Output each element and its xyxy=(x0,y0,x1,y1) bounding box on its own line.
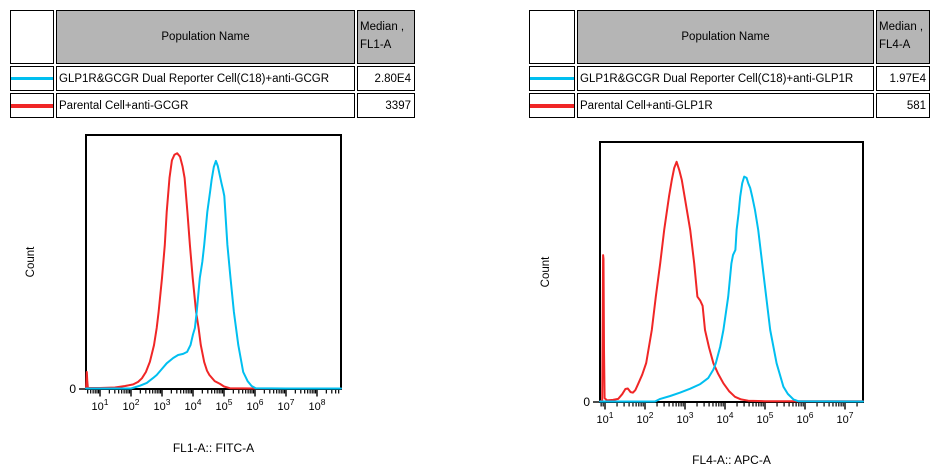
stats-table-panel-fl4: Population Name Median , FL4-A GLP1R&GCG… xyxy=(527,8,932,120)
table-row: Parental Cell+anti-GLP1R 581 xyxy=(529,93,930,118)
x-tick-label: 104 xyxy=(717,410,734,426)
y-axis-title: Count xyxy=(540,256,552,287)
x-tick-label: 101 xyxy=(92,397,109,413)
x-axis-title: FL1-A:: FITC-A xyxy=(173,441,254,455)
swatch-column-header xyxy=(10,10,54,64)
x-tick-label: 103 xyxy=(154,397,171,413)
x-tick-label: 108 xyxy=(309,397,326,413)
x-tick-label: 106 xyxy=(797,410,814,426)
population-name-cell: GLP1R&GCGR Dual Reporter Cell(C18)+anti-… xyxy=(56,66,355,91)
table-header-row: Population Name Median , FL1-A xyxy=(10,10,415,64)
y-axis-title: Count xyxy=(25,246,37,277)
plot-frame xyxy=(85,134,342,390)
legend-swatch xyxy=(11,103,53,108)
median-value-cell: 2.80E4 xyxy=(357,66,415,91)
x-tick-label: 103 xyxy=(677,410,694,426)
median-header-line1: Median , xyxy=(360,21,405,34)
x-tick-label: 107 xyxy=(837,410,854,426)
legend-swatch-cell xyxy=(10,93,54,118)
histogram-curve-parental xyxy=(599,160,864,403)
histogram-curve-parental xyxy=(85,152,342,390)
x-tick-label: 101 xyxy=(597,410,614,426)
x-tick-label: 102 xyxy=(637,410,654,426)
table-row: Parental Cell+anti-GCGR 3397 xyxy=(10,93,415,118)
population-name-cell: Parental Cell+anti-GCGR xyxy=(56,93,355,118)
legend-swatch-cell xyxy=(529,66,575,91)
x-tick-label: 105 xyxy=(216,397,233,413)
x-tick-label: 102 xyxy=(123,397,140,413)
histogram-curve-reporter xyxy=(599,175,864,403)
legend-swatch-cell xyxy=(529,93,575,118)
x-tick-label: 107 xyxy=(278,397,295,413)
legend-swatch xyxy=(530,103,574,108)
x-tick-label: 105 xyxy=(757,410,774,426)
swatch-column-header xyxy=(529,10,575,64)
legend-swatch xyxy=(530,77,574,80)
x-axis-title: FL4-A:: APC-A xyxy=(692,453,771,467)
histogram-curve-reporter xyxy=(85,159,342,390)
median-column-header: Median , FL4-A xyxy=(876,10,930,64)
results-table-fl4: Population Name Median , FL4-A GLP1R&GCG… xyxy=(527,8,932,120)
population-name-cell: Parental Cell+anti-GLP1R xyxy=(577,93,874,118)
x-tick-label: 104 xyxy=(185,397,202,413)
median-header-line1: Median , xyxy=(879,21,924,34)
population-column-header: Population Name xyxy=(577,10,874,64)
median-value-cell: 3397 xyxy=(357,93,415,118)
results-table-fl1: Population Name Median , FL1-A GLP1R&GCG… xyxy=(8,8,417,120)
population-name-cell: GLP1R&GCGR Dual Reporter Cell(C18)+anti-… xyxy=(577,66,874,91)
legend-swatch xyxy=(11,77,53,80)
y-zero-label: 0 xyxy=(69,382,76,396)
stats-table-panel-fl1: Population Name Median , FL1-A GLP1R&GCG… xyxy=(8,8,417,120)
x-tick-label: 106 xyxy=(247,397,264,413)
table-header-row: Population Name Median , FL4-A xyxy=(529,10,930,64)
plot-frame xyxy=(599,141,864,403)
population-column-header: Population Name xyxy=(56,10,355,64)
median-value-cell: 1.97E4 xyxy=(876,66,930,91)
median-value-cell: 581 xyxy=(876,93,930,118)
table-row: GLP1R&GCGR Dual Reporter Cell(C18)+anti-… xyxy=(529,66,930,91)
median-header-line2: FL1-A xyxy=(360,39,392,51)
table-row: GLP1R&GCGR Dual Reporter Cell(C18)+anti-… xyxy=(10,66,415,91)
legend-swatch-cell xyxy=(10,66,54,91)
median-column-header: Median , FL1-A xyxy=(357,10,415,64)
y-zero-label: 0 xyxy=(583,395,590,409)
median-header-line2: FL4-A xyxy=(879,39,911,51)
